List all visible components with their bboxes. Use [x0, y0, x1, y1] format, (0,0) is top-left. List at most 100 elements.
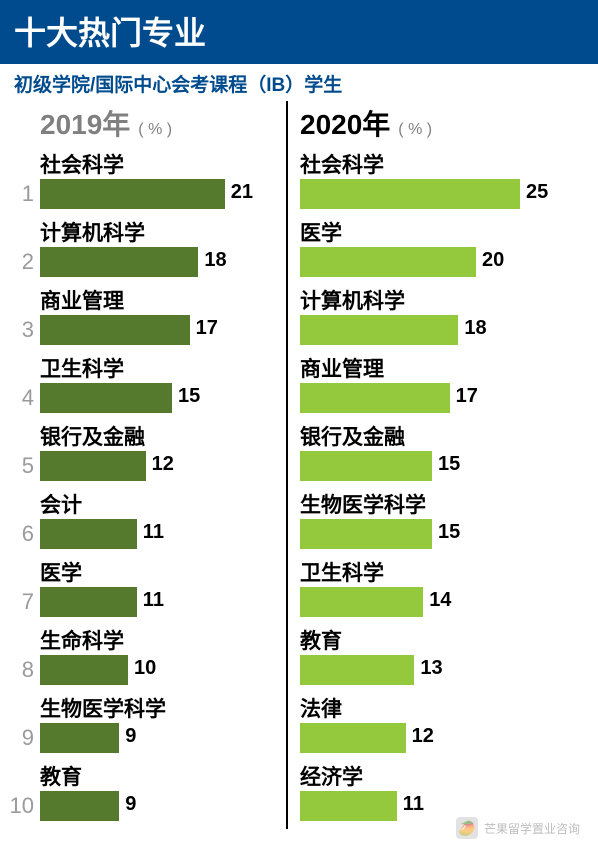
rank-number: 2 [4, 249, 34, 275]
rank-number: 1 [4, 181, 34, 207]
bar-value: 18 [464, 317, 486, 340]
chart-item: 商业管理 17 [296, 353, 588, 415]
bar [300, 179, 520, 209]
year-header-2020: 2020年 ( % ) [296, 101, 588, 149]
bar [40, 519, 137, 549]
pct-label-2020: ( % ) [398, 121, 432, 139]
bar-value: 11 [403, 793, 424, 816]
bar-value: 14 [429, 589, 451, 612]
rank-number: 8 [4, 657, 34, 683]
rank-number: 4 [4, 385, 34, 411]
item-label: 计算机科学 [40, 217, 145, 247]
bar-value: 9 [125, 725, 136, 748]
item-label: 计算机科学 [300, 285, 405, 315]
chart-item: 1社会科学 21 [6, 149, 286, 211]
item-label: 生命科学 [40, 625, 124, 655]
chart-item: 4卫生科学 15 [6, 353, 286, 415]
rank-number: 9 [4, 725, 34, 751]
chart-item: 社会科学 25 [296, 149, 588, 211]
bar-value: 20 [482, 249, 504, 272]
bar [40, 655, 128, 685]
bar-value: 17 [456, 385, 478, 408]
item-label: 教育 [300, 625, 342, 655]
chart-item: 3商业管理 17 [6, 285, 286, 347]
bar [300, 791, 397, 821]
pct-label-2019: ( % ) [138, 121, 172, 139]
bar-value: 9 [125, 793, 136, 816]
bar-value: 15 [438, 521, 460, 544]
charts-container: 2019年 ( % ) 1社会科学212计算机科学183商业管理174卫生科学1… [0, 101, 598, 829]
bar-value: 11 [143, 589, 164, 612]
bar-value: 21 [231, 181, 253, 204]
chart-item: 8生命科学 10 [6, 625, 286, 687]
bar-value: 18 [204, 249, 226, 272]
chart-item: 10教育 9 [6, 761, 286, 823]
chart-item: 2计算机科学 18 [6, 217, 286, 279]
rank-number: 3 [4, 317, 34, 343]
chart-item: 医学 20 [296, 217, 588, 279]
item-label: 法律 [300, 693, 342, 723]
item-label: 商业管理 [300, 353, 384, 383]
chart-item: 法律 12 [296, 693, 588, 755]
item-label: 社会科学 [40, 149, 124, 179]
bar [300, 383, 450, 413]
chart-item: 卫生科学 14 [296, 557, 588, 619]
bar-value: 13 [420, 657, 442, 680]
item-label: 医学 [40, 557, 82, 587]
item-label: 商业管理 [40, 285, 124, 315]
watermark-icon: 🥭 [456, 817, 478, 839]
item-label: 经济学 [300, 761, 363, 791]
bar [40, 791, 119, 821]
rank-number: 10 [4, 793, 34, 819]
column-2020: 2020年 ( % ) 社会科学 25 医学 20 计算机科学 18 商业管理 17 银行及金融… [286, 101, 588, 829]
item-label: 医学 [300, 217, 342, 247]
item-label: 生物医学科学 [40, 693, 166, 723]
bar [40, 383, 172, 413]
chart-item: 生物医学科学 15 [296, 489, 588, 551]
chart-item: 7医学 11 [6, 557, 286, 619]
chart-item: 计算机科学 18 [296, 285, 588, 347]
year-header-2019: 2019年 ( % ) [6, 101, 286, 149]
column-2019: 2019年 ( % ) 1社会科学212计算机科学183商业管理174卫生科学1… [6, 101, 286, 829]
bar-value: 15 [178, 385, 200, 408]
item-label: 社会科学 [300, 149, 384, 179]
bar [300, 519, 432, 549]
chart-item: 教育 13 [296, 625, 588, 687]
item-label: 卫生科学 [300, 557, 384, 587]
bar [300, 587, 423, 617]
bar-value: 12 [412, 725, 434, 748]
bar [300, 315, 458, 345]
subtitle: 初级学院/国际中心会考课程（IB）学生 [0, 64, 598, 101]
rank-number: 7 [4, 589, 34, 615]
bar-value: 25 [526, 181, 548, 204]
chart-item: 9生物医学科学9 [6, 693, 286, 755]
main-title: 十大热门专业 [0, 0, 598, 64]
rank-number: 6 [4, 521, 34, 547]
bar-value: 11 [143, 521, 164, 544]
bar [40, 247, 198, 277]
year-label-2019: 2019年 [40, 103, 130, 143]
rank-number: 5 [4, 453, 34, 479]
bar [300, 247, 476, 277]
bar-value: 17 [196, 317, 218, 340]
bar [300, 723, 406, 753]
item-label: 生物医学科学 [300, 489, 426, 519]
item-label: 银行及金融 [40, 421, 145, 451]
bar [300, 655, 414, 685]
watermark: 🥭 芒果留学置业咨询 [456, 817, 580, 839]
bar [40, 723, 119, 753]
bar-value: 10 [134, 657, 156, 680]
bar [300, 451, 432, 481]
item-label: 教育 [40, 761, 82, 791]
item-label: 卫生科学 [40, 353, 124, 383]
chart-item: 6会计11 [6, 489, 286, 551]
bar-value: 12 [152, 453, 174, 476]
chart-item: 经济学 11 [296, 761, 588, 823]
bar [40, 315, 190, 345]
bar [40, 587, 137, 617]
bar [40, 451, 146, 481]
chart-item: 5银行及金融 12 [6, 421, 286, 483]
bar [40, 179, 225, 209]
bar-value: 15 [438, 453, 460, 476]
chart-item: 银行及金融15 [296, 421, 588, 483]
